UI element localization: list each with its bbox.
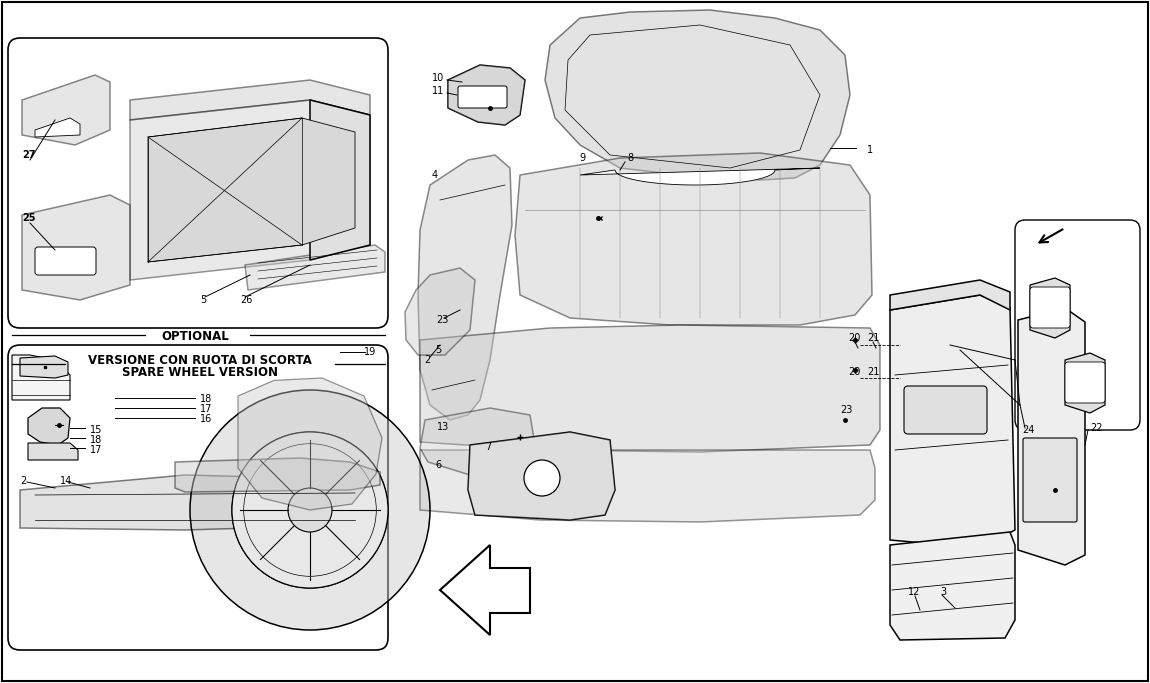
Text: 6: 6 [435,460,442,470]
Polygon shape [515,153,872,325]
FancyBboxPatch shape [34,247,95,275]
Polygon shape [12,355,70,400]
Text: 22: 22 [1090,423,1103,433]
Text: 10: 10 [431,73,444,83]
Polygon shape [890,295,1015,548]
FancyBboxPatch shape [458,86,507,108]
Polygon shape [420,408,535,475]
FancyBboxPatch shape [1024,438,1078,522]
Text: 24: 24 [1022,425,1034,435]
Text: 23: 23 [840,405,852,415]
Text: 20: 20 [848,367,860,377]
Text: VERSIONE CON RUOTA DI SCORTA: VERSIONE CON RUOTA DI SCORTA [89,354,312,367]
Text: 18: 18 [200,394,213,404]
Polygon shape [417,155,512,420]
Polygon shape [545,10,850,180]
Text: 19: 19 [363,347,376,357]
Polygon shape [175,458,380,492]
Polygon shape [448,65,526,125]
Text: SPARE WHEEL VERSION: SPARE WHEEL VERSION [122,365,278,378]
Polygon shape [238,378,382,510]
Text: 17: 17 [90,445,102,455]
Text: 14: 14 [60,476,72,486]
Polygon shape [28,443,78,460]
Text: 2: 2 [424,355,430,365]
Text: 12: 12 [908,587,920,597]
Text: OPTIONAL: OPTIONAL [161,331,229,344]
FancyBboxPatch shape [8,38,388,328]
Text: 1: 1 [867,145,873,155]
Text: 3: 3 [940,587,946,597]
Text: 27: 27 [22,150,36,160]
Polygon shape [20,475,380,530]
Polygon shape [28,408,70,445]
Circle shape [288,488,332,532]
Text: 7: 7 [485,442,491,452]
Text: 23: 23 [436,315,449,325]
Polygon shape [34,118,80,137]
Polygon shape [190,390,430,630]
Polygon shape [1030,278,1070,338]
Circle shape [232,432,388,588]
Text: 8: 8 [627,153,632,163]
Polygon shape [20,356,68,378]
Polygon shape [130,80,370,120]
Text: 15: 15 [90,425,102,435]
Polygon shape [580,168,820,185]
Text: 17: 17 [200,404,213,414]
FancyBboxPatch shape [1030,287,1070,328]
Polygon shape [468,432,615,520]
Polygon shape [448,65,526,125]
Text: 5: 5 [200,295,206,305]
FancyBboxPatch shape [8,345,388,650]
Text: 25: 25 [22,213,36,223]
Polygon shape [890,532,1015,640]
Text: 5: 5 [435,345,442,355]
Text: 2: 2 [20,476,26,486]
Polygon shape [130,100,370,280]
Polygon shape [22,75,110,145]
Polygon shape [440,545,530,635]
FancyBboxPatch shape [1015,220,1140,430]
Polygon shape [245,245,385,290]
Polygon shape [420,325,880,452]
Text: 4: 4 [432,170,438,180]
Polygon shape [890,280,1010,310]
Text: 9: 9 [578,153,585,163]
Text: 21: 21 [867,367,880,377]
Polygon shape [420,450,875,522]
FancyBboxPatch shape [1065,362,1105,403]
Text: 18: 18 [90,435,102,445]
Circle shape [524,460,560,496]
Text: 21: 21 [867,333,880,343]
Text: 26: 26 [240,295,252,305]
Polygon shape [22,195,130,300]
Circle shape [232,432,388,588]
Polygon shape [405,268,475,355]
Polygon shape [1065,353,1105,413]
Text: 11: 11 [431,86,444,96]
Polygon shape [468,432,615,520]
Text: 13: 13 [437,422,450,432]
FancyBboxPatch shape [904,386,987,434]
Text: 20: 20 [848,333,860,343]
Polygon shape [310,100,370,260]
Polygon shape [148,118,355,262]
Polygon shape [1018,308,1084,565]
Text: 16: 16 [200,414,213,424]
